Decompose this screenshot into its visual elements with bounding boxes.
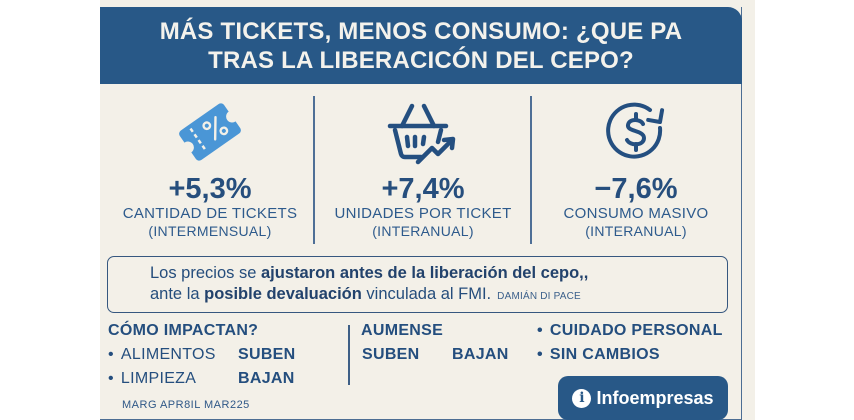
dollar-cycle-icon bbox=[600, 92, 672, 172]
section-divider bbox=[348, 325, 350, 385]
stat-label: UNIDADES POR TICKET bbox=[334, 205, 512, 222]
quote-emphasis: ajustaron antes de la liberación del cep… bbox=[260, 264, 589, 282]
stat-value: +7,4% bbox=[381, 173, 465, 205]
stat-divider bbox=[313, 96, 315, 244]
quote-line-1: Los precios se ajustaron antes de la lib… bbox=[150, 263, 727, 284]
stat-label: CONSUMO MASIVO bbox=[563, 205, 709, 222]
right-list-item: CUIDADO PERSONAL bbox=[537, 319, 723, 343]
stat-period: (INTERMENSUAL) bbox=[148, 223, 272, 239]
quote-text: vinculada al FMI. bbox=[361, 285, 492, 303]
middle-col-1: SUBEN bbox=[362, 346, 420, 363]
stat-label: CANTIDAD DE TICKETS bbox=[122, 205, 298, 222]
quote-box: Los precios se ajustaron antes de la lib… bbox=[107, 256, 728, 313]
right-list-text: CUIDADO PERSONAL bbox=[537, 322, 723, 339]
stat-period: (INTERANUAL) bbox=[585, 223, 687, 239]
right-list-item: SIN CAMBIOS bbox=[537, 343, 660, 367]
info-icon: i bbox=[572, 388, 592, 408]
middle-col-2: BAJAN bbox=[452, 346, 509, 363]
quote-line-2: ante la posible devaluación vinculada al… bbox=[150, 284, 727, 307]
brand-name: Infoempresas bbox=[596, 387, 714, 408]
quote-author: DAMIÁN DI PACE bbox=[497, 291, 581, 302]
shopping-basket-trend-icon bbox=[382, 92, 464, 172]
title-banner: MÁS TICKETS, MENOS CONSUMO: ¿QUE PA TRAS… bbox=[100, 7, 742, 84]
date-range: MARG APR8IL MAR225 bbox=[122, 399, 250, 411]
stat-value: +5,3% bbox=[168, 173, 252, 205]
middle-row: SUBEN BAJAN bbox=[362, 343, 509, 367]
stat-units: +7,4% UNIDADES POR TICKET (INTERANUAL) bbox=[318, 92, 528, 244]
impact-status: BAJAN bbox=[238, 370, 295, 387]
impact-item: LIMPIEZA bbox=[108, 367, 238, 391]
title-line-1: MÁS TICKETS, MENOS CONSUMO: ¿QUE PA bbox=[159, 17, 683, 45]
stat-value: −7,6% bbox=[594, 173, 678, 205]
stat-divider bbox=[530, 96, 532, 244]
impact-status: SUBEN bbox=[238, 346, 296, 363]
stat-tickets: +5,3% CANTIDAD DE TICKETS (INTERMENSUAL) bbox=[105, 92, 315, 244]
impact-item: ALIMENTOS bbox=[108, 343, 238, 367]
right-list-text: SIN CAMBIOS bbox=[537, 346, 660, 363]
quote-text: Los precios se bbox=[150, 264, 261, 282]
stat-period: (INTERANUAL) bbox=[372, 223, 474, 239]
impact-heading: CÓMO IMPACTAN? bbox=[108, 322, 259, 339]
stat-consumption: −7,6% CONSUMO MASIVO (INTERANUAL) bbox=[531, 92, 741, 244]
brand-badge: i Infoempresas bbox=[558, 376, 728, 420]
quote-text: ante la bbox=[150, 285, 205, 303]
middle-heading: AUMENSE bbox=[361, 322, 444, 339]
ticket-percent-icon bbox=[175, 92, 245, 172]
quote-emphasis: posible devaluación bbox=[204, 285, 362, 303]
title-line-2: TRAS LA LIBERACICÓN DEL CEPO? bbox=[208, 46, 634, 74]
